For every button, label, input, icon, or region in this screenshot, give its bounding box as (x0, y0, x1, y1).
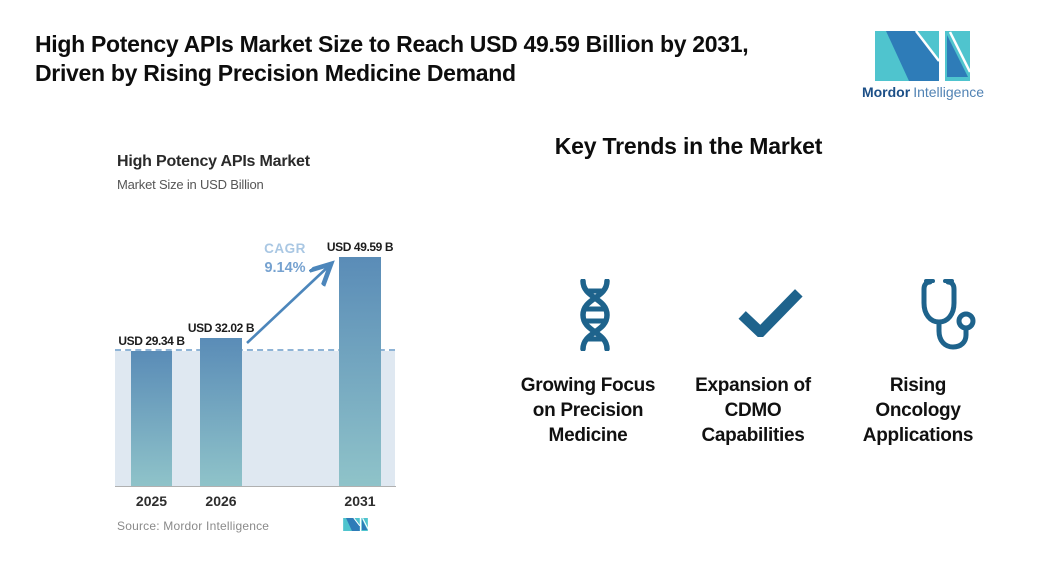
brand-name-secondary: Intelligence (913, 84, 985, 100)
trend-label-line: CDMO (724, 400, 782, 421)
trend-label-line: Medicine (548, 425, 628, 446)
bar-2026 (200, 338, 242, 486)
source-attribution: Source: Mordor Intelligence (117, 519, 270, 533)
cagr-label: CAGR (264, 241, 306, 256)
trend-label-line: Capabilities (701, 425, 805, 446)
trend-label-precision-medicine: Growing Focus on Precision Medicine (503, 373, 673, 448)
bar-value-label: USD 29.34 B (118, 334, 185, 348)
x-axis-label: 2031 (344, 493, 376, 509)
bar-2031 (339, 257, 381, 486)
mordor-logo-small-icon (343, 518, 368, 531)
trend-label-line: on Precision (532, 400, 644, 421)
chart-subtitle: Market Size in USD Billion (117, 177, 264, 192)
trend-label-oncology: Rising Oncology Applications (833, 373, 1003, 448)
trend-label-cdmo: Expansion of CDMO Capabilities (668, 373, 838, 448)
x-axis-label: 2025 (135, 493, 168, 509)
page-title-line1: High Potency APIs Market Size to Reach U… (35, 31, 749, 57)
mordor-wordmark: Mordor Intelligence (858, 84, 988, 100)
mordor-logo-icon (875, 31, 970, 81)
bar-2025 (131, 351, 172, 486)
trend-label-line: Applications (862, 425, 974, 446)
trend-label-line: Rising (889, 375, 947, 396)
baseline-band (115, 351, 395, 486)
cagr-value: 9.14% (264, 260, 306, 276)
dna-icon (580, 279, 610, 351)
checkmark-icon (738, 289, 803, 337)
stethoscope-icon (921, 279, 976, 350)
cagr-annotation: CAGR 9.14% (243, 241, 327, 276)
growth-arrow-icon (246, 250, 340, 344)
chart-title: High Potency APIs Market (117, 153, 310, 170)
page-title: High Potency APIs Market Size to Reach U… (35, 30, 845, 88)
x-axis-line (115, 486, 396, 487)
page-title-line2: Driven by Rising Precision Medicine Dema… (35, 60, 516, 86)
trend-label-line: Growing Focus (520, 375, 656, 396)
trend-label-line: Expansion of (695, 375, 811, 396)
trends-heading: Key Trends in the Market (554, 133, 823, 159)
brand-name-primary: Mordor (861, 84, 911, 100)
x-axis-label: 2026 (205, 493, 237, 509)
trend-label-line: Oncology (875, 400, 961, 421)
